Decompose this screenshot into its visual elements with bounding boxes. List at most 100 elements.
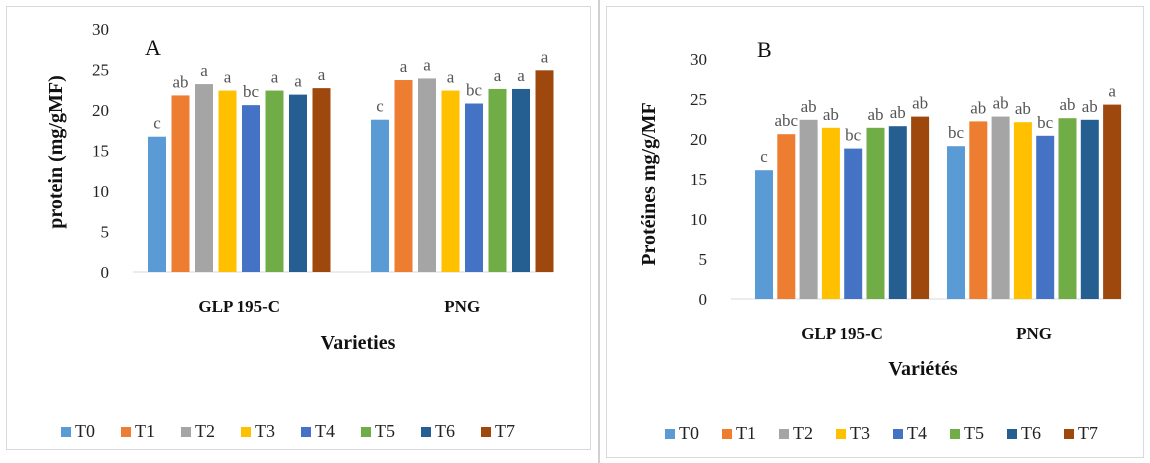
chart-b-significance-letter: bc <box>1037 113 1054 132</box>
chart-b-bar-t0 <box>947 146 965 299</box>
chart-a-y-tick-label: 25 <box>92 61 109 80</box>
chart-b-legend-swatch-t0 <box>665 429 675 439</box>
chart-a-significance-letter: a <box>318 65 326 84</box>
chart-b-significance-letter: c <box>760 147 768 166</box>
chart-b-legend-swatch-t4 <box>893 429 903 439</box>
chart-a-panel-label: A <box>145 35 161 60</box>
chart-b-legend-label-t6: T6 <box>1021 423 1041 443</box>
chart-b-y-tick-label: 30 <box>690 50 707 69</box>
chart-b-significance-letter: ab <box>801 97 817 116</box>
chart-b-y-tick-label: 15 <box>690 170 707 189</box>
chart-b-y-tick-label: 5 <box>699 250 708 269</box>
chart-b-significance-letter: ab <box>970 98 986 117</box>
chart-a-bar-t5 <box>265 90 284 272</box>
chart-b-bar-t5 <box>1058 118 1077 299</box>
chart-a-category-label: GLP 195-C <box>198 297 280 316</box>
chart-b-significance-letter: ab <box>1082 97 1098 116</box>
chart-a-y-tick-label: 20 <box>92 101 109 120</box>
chart-b-bar-t1 <box>969 121 988 300</box>
chart-b-y-tick-label: 25 <box>690 90 707 109</box>
chart-a-legend-swatch-t6 <box>421 427 431 437</box>
chart-b-bar-t7 <box>1103 104 1122 299</box>
chart-b-significance-letter: ab <box>890 103 906 122</box>
chart-b-legend-label-t1: T1 <box>736 423 756 443</box>
chart-b-bar-t2 <box>991 116 1010 299</box>
chart-b-significance-letter: ab <box>912 94 928 113</box>
chart-a-bar-t0 <box>371 119 389 272</box>
chart-a-bar-t1 <box>394 80 413 272</box>
chart-b-legend-label-t3: T3 <box>850 423 870 443</box>
chart-b-y-tick-label: 10 <box>690 210 707 229</box>
chart-a-bar-t2 <box>195 84 213 272</box>
chart-a-significance-letter: bc <box>466 81 483 100</box>
chart-b-legend-swatch-t2 <box>779 429 789 439</box>
chart-b-legend-label-t0: T0 <box>679 423 699 443</box>
chart-b-bar-t3 <box>821 127 840 299</box>
chart-b-significance-letter: bc <box>845 126 862 145</box>
chart-b-bar-t3 <box>1013 122 1032 299</box>
chart-a-significance-letter: a <box>271 68 279 87</box>
chart-b-legend-label-t4: T4 <box>907 423 927 443</box>
chart-panel-b: B 0 5 10 15 20 25 30 c abc ab ab bc ab ab ab GLP 195-C bc… <box>606 6 1144 458</box>
chart-a-legend-label-t6: T6 <box>435 421 455 441</box>
chart-a-bar-t4 <box>465 103 483 273</box>
chart-a-legend-swatch-t4 <box>301 427 311 437</box>
chart-a-bar-t2 <box>418 78 436 272</box>
chart-b-significance-letter: a <box>1108 82 1116 101</box>
chart-b-category-label: GLP 195-C <box>801 324 883 343</box>
chart-b-bar-t1 <box>777 134 796 299</box>
chart-a-bar-t3 <box>218 90 237 272</box>
chart-b-legend-label-t2: T2 <box>793 423 813 443</box>
chart-a-significance-letter: a <box>517 66 525 85</box>
chart-a-y-axis-title: protein (mg/gMF) <box>45 75 67 229</box>
chart-b-legend-swatch-t7 <box>1064 429 1074 439</box>
chart-a-legend-label-t5: T5 <box>375 421 395 441</box>
chart-b-y-axis-title: Protéines mg/g/MF <box>638 102 660 265</box>
chart-b-significance-letter: ab <box>1059 95 1075 114</box>
chart-a-legend-label-t4: T4 <box>315 421 335 441</box>
chart-b-significance-letter: ab <box>867 105 883 124</box>
chart-a-bar-t7 <box>312 88 331 272</box>
chart-b-x-axis-title: Variétés <box>888 358 957 380</box>
chart-a-legend-swatch-t7 <box>481 427 491 437</box>
chart-b-bar-t4 <box>844 148 863 299</box>
chart-b-bar-t6 <box>888 126 907 299</box>
chart-a-bar-t7 <box>535 70 554 272</box>
chart-a-bar-t0 <box>148 136 166 272</box>
chart-b-significance-letter: ab <box>1015 99 1031 118</box>
chart-a-significance-letter: c <box>153 114 161 133</box>
panel-divider <box>598 0 600 463</box>
chart-a-bar-t5 <box>488 88 507 272</box>
chart-a-legend-label-t0: T0 <box>75 421 95 441</box>
chart-b-y-tick-label: 20 <box>690 130 707 149</box>
chart-b-category-label: PNG <box>1016 324 1052 343</box>
chart-a-y-tick-label: 10 <box>92 182 109 201</box>
chart-a-legend-swatch-t2 <box>181 427 191 437</box>
chart-b-significance-letter: ab <box>823 105 839 124</box>
chart-a-significance-letter: a <box>541 47 549 66</box>
chart-a-bar-t4 <box>242 105 260 272</box>
chart-a-bar-t1 <box>171 95 190 272</box>
chart-b-significance-letter: abc <box>775 111 799 130</box>
chart-b-legend-swatch-t5 <box>950 429 960 439</box>
chart-a-x-axis-title: Varieties <box>321 332 396 354</box>
chart-b-panel-label: B <box>757 37 772 62</box>
chart-b-significance-letter: ab <box>993 94 1009 113</box>
chart-b-bar-t2 <box>799 119 818 299</box>
chart-b-legend-swatch-t6 <box>1007 429 1017 439</box>
chart-a-y-tick-label: 15 <box>92 142 109 161</box>
chart-a-legend-label-t1: T1 <box>135 421 155 441</box>
chart-a-bar-t6 <box>512 88 530 272</box>
chart-a-significance-letter: a <box>400 57 408 76</box>
chart-a-significance-letter: c <box>376 97 384 116</box>
chart-b-bar-t6 <box>1080 119 1099 299</box>
chart-b-significance-letter: bc <box>948 123 965 142</box>
chart-a-legend-swatch-t0 <box>61 427 71 437</box>
chart-a-y-tick-label: 0 <box>101 263 110 282</box>
chart-b-bar-t0 <box>755 170 773 299</box>
chart-b-bar-t4 <box>1036 135 1055 299</box>
chart-a-bar-t6 <box>289 94 307 272</box>
chart-b-bar-t7 <box>911 116 930 299</box>
chart-a-significance-letter: a <box>224 68 232 87</box>
